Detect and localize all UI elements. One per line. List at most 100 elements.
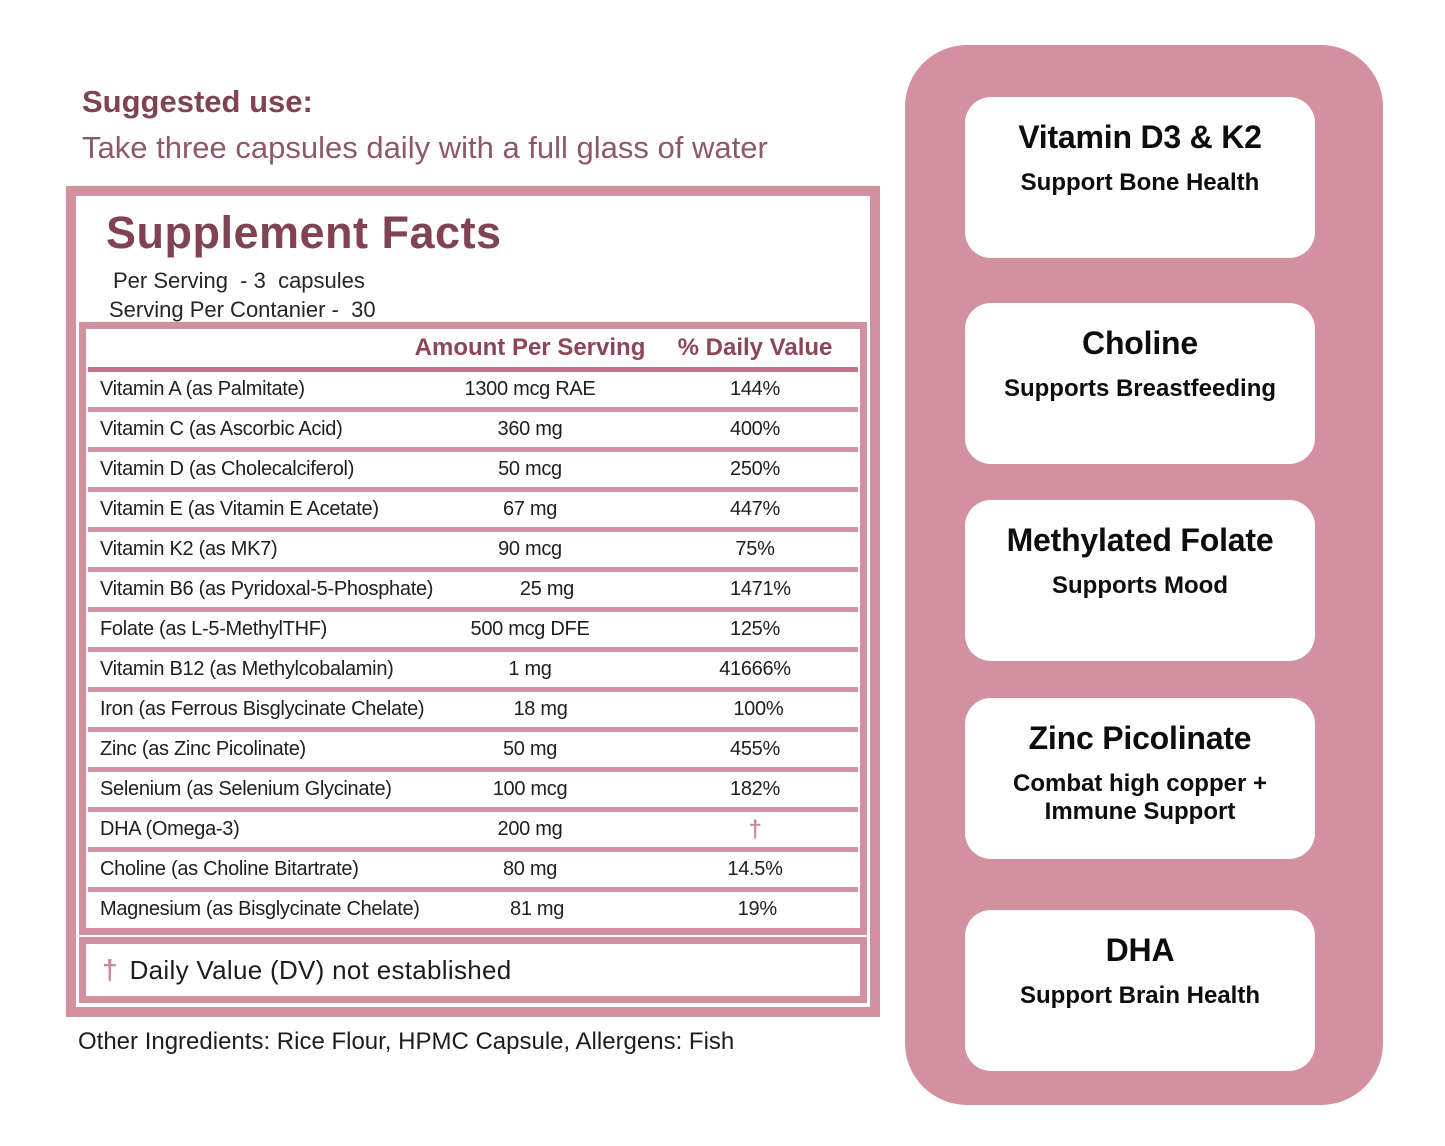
table-row: Vitamin K2 (as MK7) 90 mcg 75%	[86, 532, 860, 567]
table-row: Choline (as Choline Bitartrate) 80 mg 14…	[86, 852, 860, 887]
highlight-card: DHA Support Brain Health	[965, 910, 1315, 1071]
row-separator	[88, 687, 858, 692]
nutrient-daily-value: 182%	[730, 778, 780, 800]
nutrient-name: Vitamin E (as Vitamin E Acetate)	[100, 498, 379, 520]
dagger-icon: †	[102, 954, 118, 985]
nutrient-daily-value: 1471%	[730, 578, 791, 600]
nutrient-amount: 50 mg	[502, 738, 558, 760]
nutrient-daily-value: †	[748, 815, 762, 843]
nutrient-daily-value: 250%	[730, 458, 780, 480]
nutrient-daily-value: 447%	[730, 498, 780, 520]
table-row: Zinc (as Zinc Picolinate) 50 mg 455%	[86, 732, 860, 767]
nutrient-amount: 67 mg	[502, 498, 558, 520]
table-row: Vitamin B6 (as Pyridoxal-5-Phosphate) 25…	[86, 572, 860, 607]
table-row: Vitamin B12 (as Methylcobalamin) 1 mg 41…	[86, 652, 860, 687]
nutrient-daily-value: 100%	[733, 698, 784, 720]
nutrient-name: Choline (as Choline Bitartrate)	[100, 858, 359, 880]
nutrient-name: Vitamin B6 (as Pyridoxal-5-Phosphate)	[100, 578, 434, 600]
row-separator	[88, 567, 858, 572]
nutrient-name: DHA (Omega-3)	[100, 818, 240, 840]
table-row: Vitamin A (as Palmitate) 1300 mcg RAE 14…	[86, 372, 860, 407]
footnote-box: † Daily Value (DV) not established	[79, 937, 867, 1003]
nutrient-daily-value: 400%	[730, 418, 780, 440]
nutrient-name: Magnesium (as Bisglycinate Chelate)	[100, 898, 420, 920]
row-separator	[88, 767, 858, 772]
nutrient-amount: 1300 mcg RAE	[464, 378, 596, 400]
nutrient-name: Selenium (as Selenium Glycinate)	[100, 778, 392, 800]
row-separator	[88, 807, 858, 812]
nutrient-daily-value: 14.5%	[727, 858, 783, 880]
header-amount-per-serving: Amount Per Serving	[414, 334, 646, 361]
highlight-subtitle: Support Bone Health	[1020, 169, 1260, 196]
nutrient-daily-value: 75%	[735, 538, 775, 560]
suggested-use-heading: Suggested use:	[82, 84, 313, 119]
nutrient-amount: 80 mg	[502, 858, 558, 880]
supplement-facts-title: Supplement Facts	[106, 207, 502, 258]
supplement-facts-panel: Supplement Facts Per Serving - 3 capsule…	[66, 186, 880, 1017]
highlight-title: Zinc Picolinate	[1028, 720, 1252, 756]
nutrient-daily-value: 144%	[730, 378, 780, 400]
nutrient-amount: 100 mcg	[492, 778, 568, 800]
highlight-card: Methylated Folate Supports Mood	[965, 500, 1315, 661]
other-ingredients-text: Other Ingredients: Rice Flour, HPMC Caps…	[78, 1028, 735, 1055]
highlight-subtitle: Supports Breastfeeding	[1003, 375, 1277, 402]
nutrient-amount: 500 mcg DFE	[470, 618, 590, 640]
table-rows-container: Vitamin A (as Palmitate) 1300 mcg RAE 14…	[86, 372, 860, 927]
row-separator	[88, 447, 858, 452]
row-separator	[88, 407, 858, 412]
nutrient-daily-value: 455%	[730, 738, 780, 760]
highlight-title: DHA	[1105, 932, 1175, 968]
nutrient-amount: 1 mg	[508, 658, 552, 680]
nutrient-amount: 90 mcg	[498, 538, 562, 560]
nutrient-daily-value: 41666%	[719, 658, 791, 680]
nutrient-name: Vitamin B12 (as Methylcobalamin)	[100, 658, 394, 680]
footnote-text: Daily Value (DV) not established	[129, 954, 512, 985]
row-separator	[88, 527, 858, 532]
per-serving-line: Per Serving - 3 capsules	[113, 268, 365, 293]
highlight-title: Choline	[1082, 325, 1198, 361]
highlight-card: Choline Supports Breastfeeding	[965, 303, 1315, 464]
row-separator	[88, 607, 858, 612]
nutrient-name: Vitamin D (as Cholecalciferol)	[100, 458, 355, 480]
nutrient-name: Folate (as L-5-MethylTHF)	[100, 618, 327, 640]
nutrient-amount: 81 mg	[510, 898, 565, 920]
nutrient-amount: 200 mg	[497, 818, 563, 840]
table-row: Vitamin E (as Vitamin E Acetate) 67 mg 4…	[86, 492, 860, 527]
row-separator	[88, 727, 858, 732]
highlight-title: Methylated Folate	[1006, 522, 1274, 558]
nutrients-table: Amount Per Serving % Daily Value Vitamin…	[79, 322, 867, 935]
servings-per-container-line: Serving Per Contanier - 30	[109, 297, 376, 322]
nutrient-name: Iron (as Ferrous Bisglycinate Chelate)	[100, 698, 425, 720]
nutrient-name: Vitamin C (as Ascorbic Acid)	[100, 418, 343, 440]
nutrient-amount: 25 mg	[519, 578, 575, 600]
nutrient-amount: 18 mg	[513, 698, 568, 720]
table-row: Vitamin C (as Ascorbic Acid) 360 mg 400%	[86, 412, 860, 447]
highlight-card: Zinc Picolinate Combat high copper + Imm…	[965, 698, 1315, 859]
highlight-subtitle: Supports Mood	[1052, 572, 1228, 599]
table-row: Folate (as L-5-MethylTHF) 500 mcg DFE 12…	[86, 612, 860, 647]
table-row: Vitamin D (as Cholecalciferol) 50 mcg 25…	[86, 452, 860, 487]
table-row: Iron (as Ferrous Bisglycinate Chelate) 1…	[86, 692, 860, 727]
header-daily-value: % Daily Value	[677, 334, 833, 361]
table-row: Magnesium (as Bisglycinate Chelate) 81 m…	[86, 892, 860, 927]
highlight-subtitle: Combat high copper + Immune Support	[1012, 770, 1267, 826]
nutrient-name: Vitamin A (as Palmitate)	[100, 378, 305, 400]
highlight-title: Vitamin D3 & K2	[1018, 119, 1262, 155]
nutrient-name: Zinc (as Zinc Picolinate)	[100, 738, 306, 760]
nutrient-name: Vitamin K2 (as MK7)	[100, 538, 278, 560]
highlight-card: Vitamin D3 & K2 Support Bone Health	[965, 97, 1315, 258]
nutrient-daily-value: 19%	[737, 898, 777, 920]
table-header-row: Amount Per Serving % Daily Value	[86, 329, 860, 367]
highlight-subtitle: Support Brain Health	[1019, 982, 1260, 1009]
table-row: DHA (Omega-3) 200 mg †	[86, 812, 860, 847]
suggested-use-text: Take three capsules daily with a full gl…	[82, 130, 768, 165]
nutrient-amount: 360 mg	[497, 418, 563, 440]
row-separator	[88, 487, 858, 492]
nutrient-daily-value: 125%	[730, 618, 780, 640]
header-separator	[88, 367, 858, 372]
row-separator	[88, 847, 858, 852]
highlights-panel: Vitamin D3 & K2 Support Bone Health Chol…	[905, 45, 1383, 1105]
row-separator	[88, 647, 858, 652]
row-separator	[88, 887, 858, 892]
